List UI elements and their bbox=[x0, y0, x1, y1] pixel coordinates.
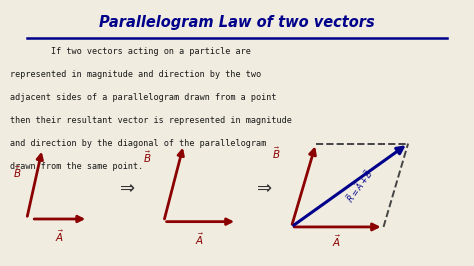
Text: represented in magnitude and direction by the two: represented in magnitude and direction b… bbox=[10, 70, 261, 79]
Text: $\vec{A}$: $\vec{A}$ bbox=[195, 231, 204, 247]
Text: $\vec{R}=\vec{A}+\vec{B}$: $\vec{R}=\vec{A}+\vec{B}$ bbox=[343, 167, 376, 205]
Text: adjacent sides of a parallelogram drawn from a point: adjacent sides of a parallelogram drawn … bbox=[10, 93, 277, 102]
Text: $\vec{B}$: $\vec{B}$ bbox=[272, 145, 281, 161]
Text: drawn from the same point.: drawn from the same point. bbox=[10, 162, 144, 171]
Text: then their resultant vector is represented in magnitude: then their resultant vector is represent… bbox=[10, 116, 292, 125]
Text: $\vec{A}$: $\vec{A}$ bbox=[332, 234, 341, 249]
Text: $\vec{B}$: $\vec{B}$ bbox=[13, 165, 21, 180]
Text: and direction by the diagonal of the parallelogram: and direction by the diagonal of the par… bbox=[10, 139, 266, 148]
Text: If two vectors acting on a particle are: If two vectors acting on a particle are bbox=[10, 47, 251, 56]
Text: Parallelogram Law of two vectors: Parallelogram Law of two vectors bbox=[99, 15, 375, 30]
Text: $\vec{A}$: $\vec{A}$ bbox=[55, 228, 64, 244]
Text: $\Rightarrow$: $\Rightarrow$ bbox=[253, 178, 273, 196]
Text: $\vec{B}$: $\vec{B}$ bbox=[143, 149, 152, 165]
Text: $\Rightarrow$: $\Rightarrow$ bbox=[116, 178, 136, 196]
